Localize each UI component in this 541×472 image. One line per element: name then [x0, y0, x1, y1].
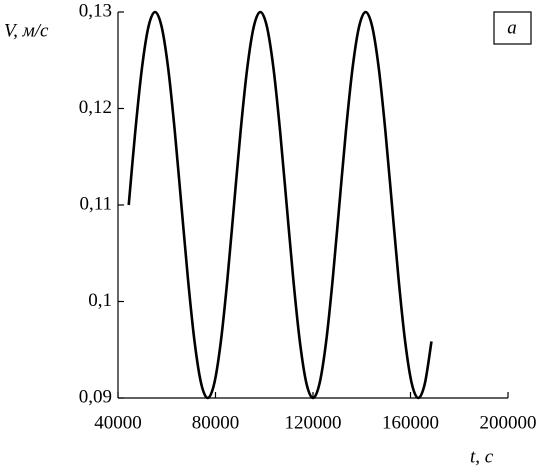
y-axis-label: V, м/с — [4, 20, 49, 41]
x-tick-label: 40000 — [94, 412, 142, 433]
y-tick-label: 0,11 — [79, 193, 112, 214]
x-tick-label: 120000 — [285, 412, 342, 433]
annotation-box — [493, 11, 532, 45]
x-axis-label: t, с — [470, 446, 494, 467]
data-line — [127, 10, 433, 400]
annotation: a — [507, 17, 517, 38]
y-tick-label: 0,12 — [79, 97, 112, 118]
y-tick-label: 0,09 — [79, 386, 112, 407]
y-tick-label: 0,13 — [79, 0, 112, 21]
x-tick-label: 80000 — [192, 412, 240, 433]
y-tick-label: 0,1 — [88, 290, 112, 311]
x-tick-label: 160000 — [382, 412, 439, 433]
x-tick-label: 200000 — [480, 412, 537, 433]
